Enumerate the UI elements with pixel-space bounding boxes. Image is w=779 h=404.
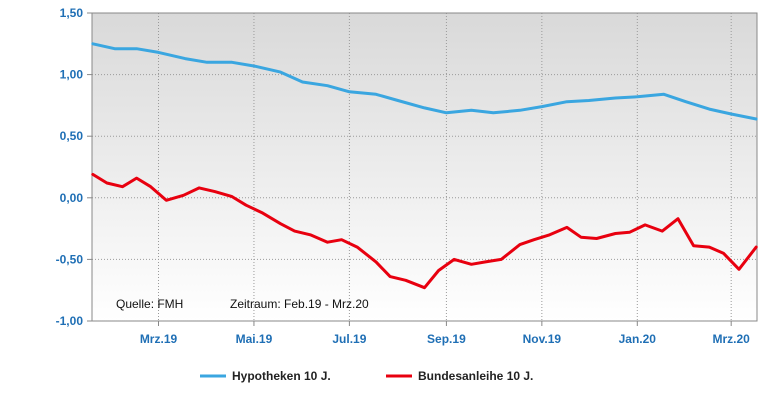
plot-background bbox=[92, 13, 757, 321]
series-lines bbox=[91, 42, 758, 290]
y-axis: 1,50 1,00 0,50 0,00 -0,50 -1,00 bbox=[56, 6, 92, 328]
legend: Hypotheken 10 J. Bundesanleihe 10 J. bbox=[200, 369, 533, 383]
x-tick-label: Mai.19 bbox=[236, 332, 273, 346]
x-tick-label: Mrz.19 bbox=[140, 332, 178, 346]
y-tick-label: 0,50 bbox=[60, 129, 84, 143]
source-annotation: Quelle: FMH bbox=[116, 297, 183, 311]
y-tick-label: 1,50 bbox=[60, 6, 84, 20]
legend-label: Hypotheken 10 J. bbox=[232, 369, 331, 383]
x-tick-label: Jan.20 bbox=[619, 332, 657, 346]
series-line-1 bbox=[91, 172, 758, 290]
x-tick-label: Mrz.20 bbox=[713, 332, 751, 346]
x-tick-label: Sep.19 bbox=[427, 332, 466, 346]
plot-frame bbox=[91, 12, 758, 322]
y-tick-label: -0,50 bbox=[56, 252, 84, 266]
x-tick-label: Jul.19 bbox=[332, 332, 366, 346]
x-tick-label: Nov.19 bbox=[523, 332, 562, 346]
y-tick-label: 1,00 bbox=[60, 68, 84, 82]
legend-label: Bundesanleihe 10 J. bbox=[418, 369, 533, 383]
y-tick-label: -1,00 bbox=[56, 314, 84, 328]
y-tick-label: 0,00 bbox=[60, 191, 84, 205]
x-axis: Mrz.19 Mai.19 Jul.19 Sep.19 Nov.19 Jan.20 Mrz.… bbox=[140, 321, 750, 346]
series-line-0 bbox=[91, 42, 758, 121]
period-annotation: Zeitraum: Feb.19 - Mrz.20 bbox=[230, 297, 369, 311]
grid bbox=[92, 12, 757, 322]
